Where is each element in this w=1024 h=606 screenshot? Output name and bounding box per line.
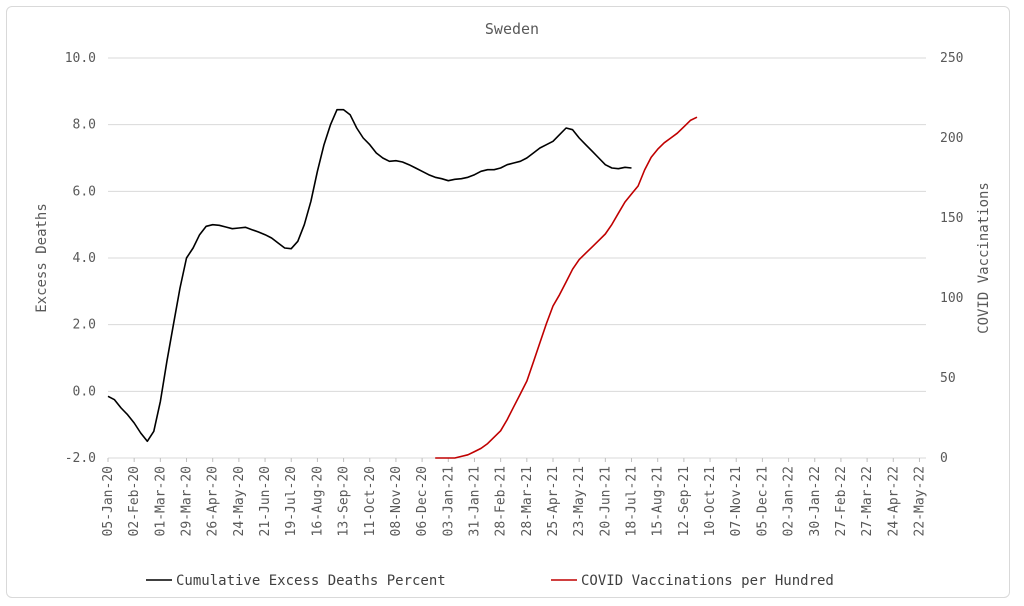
x-tick-label: 27-Mar-22 xyxy=(860,466,875,536)
x-tick-label: 02-Feb-20 xyxy=(127,466,142,536)
y-left-tick-label: 8.0 xyxy=(73,118,96,133)
x-tick-label: 27-Feb-22 xyxy=(834,466,849,536)
y-left-tick-label: 0.0 xyxy=(73,384,96,399)
x-tick-label: 05-Dec-21 xyxy=(755,466,770,536)
x-tick-label: 24-May-20 xyxy=(232,466,247,536)
y-axis-right: 0 50 100 150 200 250 xyxy=(940,51,963,466)
x-tick-label: 29-Mar-20 xyxy=(180,466,195,536)
y-axis-left-title: Excess Deaths xyxy=(34,203,50,313)
x-tick-label: 28-Feb-21 xyxy=(494,466,509,536)
x-tick-label: 12-Sep-21 xyxy=(677,466,692,536)
x-tick-label: 02-Jan-22 xyxy=(782,466,797,536)
series-group xyxy=(107,108,698,459)
legend-label-vaccinations: COVID Vaccinations per Hundred xyxy=(581,573,834,589)
x-tick-label: 13-Sep-20 xyxy=(337,466,352,536)
x-tick-label: 06-Dec-20 xyxy=(415,466,430,536)
x-tick-label: 01-Mar-20 xyxy=(153,466,168,536)
x-tick-label: 05-Jan-20 xyxy=(101,466,116,536)
y-left-tick-label: 6.0 xyxy=(73,184,96,199)
y-axis-right-title: COVID Vaccinations xyxy=(976,182,992,334)
x-tick-label: 23-May-21 xyxy=(572,466,587,536)
legend-label-excess-deaths: Cumulative Excess Deaths Percent xyxy=(176,573,446,589)
x-tick-label: 11-Oct-20 xyxy=(363,466,378,536)
chart-title: Sweden xyxy=(485,20,539,38)
x-tick-label: 21-Jun-20 xyxy=(258,466,273,536)
y-right-tick-label: 50 xyxy=(940,371,956,386)
x-tick-label: 31-Jan-21 xyxy=(467,466,482,536)
series-line-excess-deaths xyxy=(107,108,632,443)
series-line-vaccinations xyxy=(435,116,698,459)
y-right-tick-label: 100 xyxy=(940,291,963,306)
x-tick-label: 24-Apr-22 xyxy=(886,466,901,536)
y-left-tick-label: 10.0 xyxy=(65,51,96,66)
x-axis: 05-Jan-20 02-Feb-20 01-Mar-20 29-Mar-20 26-A… xyxy=(101,458,927,536)
x-tick-label: 26-Apr-20 xyxy=(206,466,221,536)
chart-frame xyxy=(6,6,1010,598)
x-tick-label: 08-Nov-20 xyxy=(389,466,404,536)
y-right-tick-label: 200 xyxy=(940,131,963,146)
x-tick-label: 20-Jun-21 xyxy=(598,466,613,536)
x-tick-label: 16-Aug-20 xyxy=(310,466,325,536)
y-left-tick-label: 4.0 xyxy=(73,251,96,266)
x-tick-label: 18-Jul-21 xyxy=(625,466,640,536)
x-tick-label: 30-Jan-22 xyxy=(808,466,823,536)
x-tick-label: 28-Mar-21 xyxy=(520,466,535,536)
y-left-tick-label: -2.0 xyxy=(65,451,96,466)
y-right-tick-label: 150 xyxy=(940,211,963,226)
y-axis-left: -2.0 0.0 2.0 4.0 6.0 8.0 10.0 xyxy=(65,51,96,466)
y-right-tick-label: 250 xyxy=(940,51,963,66)
y-left-tick-label: 2.0 xyxy=(73,318,96,333)
x-tick-label: 25-Apr-21 xyxy=(546,466,561,536)
x-tick-label: 15-Aug-21 xyxy=(651,466,666,536)
gridlines xyxy=(108,57,926,459)
y-right-tick-label: 0 xyxy=(940,451,948,466)
legend: Cumulative Excess Deaths Percent COVID V… xyxy=(146,573,834,589)
x-tick-label: 07-Nov-21 xyxy=(729,466,744,536)
x-tick-label: 03-Jan-21 xyxy=(441,466,456,536)
x-tick-label: 10-Oct-21 xyxy=(703,466,718,536)
x-tick-label: 22-May-22 xyxy=(912,466,927,536)
x-tick-label: 19-Jul-20 xyxy=(284,466,299,536)
